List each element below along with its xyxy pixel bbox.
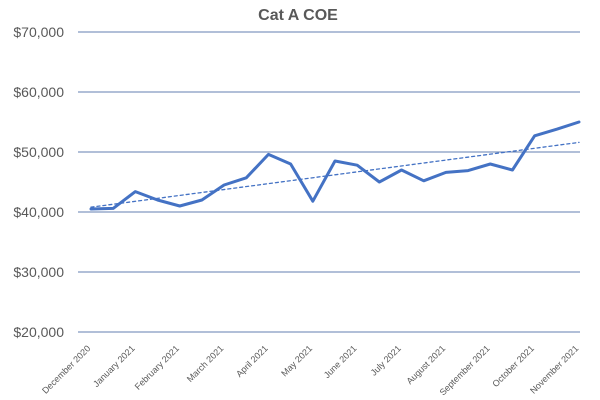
x-tick-label: April 2021	[234, 343, 270, 379]
y-tick-label: $30,000	[13, 264, 64, 280]
y-tick-label: $60,000	[13, 84, 64, 100]
x-tick-label: November 2021	[528, 343, 580, 395]
chart-title: Cat A COE	[258, 7, 338, 24]
y-axis-labels: $20,000 $30,000 $40,000 $50,000 $60,000 $70,0…	[13, 24, 64, 340]
series-line	[89, 120, 581, 211]
x-tick-label: June 2021	[322, 343, 359, 380]
y-tick-label: $50,000	[13, 144, 64, 160]
x-tick-label: May 2021	[279, 343, 314, 378]
y-tick-label: $70,000	[13, 24, 64, 40]
x-tick-label: August 2021	[405, 343, 448, 386]
x-tick-label: January 2021	[91, 343, 137, 389]
gridlines	[78, 31, 580, 333]
x-tick-label: March 2021	[185, 343, 226, 384]
y-tick-label: $20,000	[13, 324, 64, 340]
x-tick-label: February 2021	[133, 343, 181, 391]
x-tick-label: July 2021	[369, 343, 403, 377]
series-layer	[89, 120, 581, 211]
x-tick-label: December 2020	[40, 343, 92, 395]
trendline	[90, 141, 580, 208]
y-tick-label: $40,000	[13, 204, 64, 220]
x-tick-label: October 2021	[490, 343, 536, 389]
